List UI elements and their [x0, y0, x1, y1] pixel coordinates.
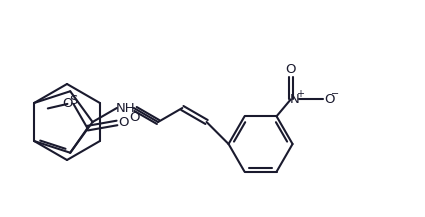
Text: NH: NH: [116, 102, 136, 115]
Text: O: O: [286, 63, 296, 76]
Text: +: +: [296, 89, 304, 99]
Text: O: O: [62, 97, 73, 110]
Text: O: O: [119, 117, 129, 130]
Text: S: S: [69, 94, 77, 107]
Text: O: O: [129, 110, 140, 123]
Text: −: −: [331, 89, 339, 99]
Text: O: O: [324, 93, 335, 106]
Text: N: N: [290, 93, 300, 106]
